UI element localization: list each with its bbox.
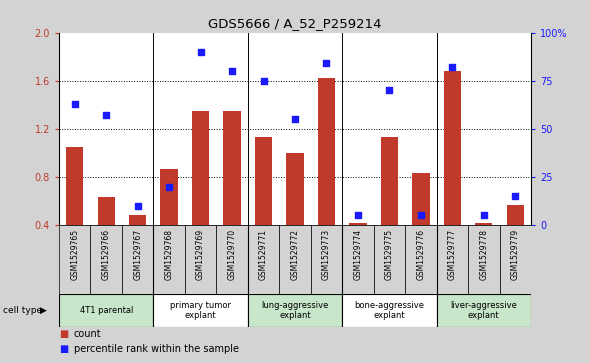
Bar bbox=[59, 294, 153, 327]
Text: ■: ■ bbox=[59, 329, 68, 339]
Point bbox=[510, 193, 520, 199]
Point bbox=[290, 116, 300, 122]
Point bbox=[416, 213, 425, 219]
Point bbox=[70, 101, 80, 107]
Bar bbox=[507, 205, 524, 225]
Bar bbox=[122, 225, 153, 294]
Bar bbox=[248, 294, 342, 327]
Point bbox=[133, 203, 142, 209]
Point bbox=[259, 78, 268, 84]
Bar bbox=[59, 225, 90, 294]
Bar bbox=[286, 153, 304, 225]
Text: ■: ■ bbox=[59, 344, 68, 354]
Bar bbox=[468, 225, 500, 294]
Bar bbox=[318, 78, 335, 225]
Bar bbox=[153, 225, 185, 294]
Text: liver-aggressive
explant: liver-aggressive explant bbox=[450, 301, 517, 320]
Bar bbox=[66, 147, 83, 225]
Bar bbox=[381, 137, 398, 225]
Text: GSM1529778: GSM1529778 bbox=[479, 229, 489, 280]
Point bbox=[101, 113, 111, 118]
Text: percentile rank within the sample: percentile rank within the sample bbox=[74, 344, 239, 354]
Bar bbox=[342, 294, 437, 327]
Bar bbox=[255, 137, 272, 225]
Bar bbox=[500, 225, 531, 294]
Point bbox=[196, 49, 205, 55]
Text: ▶: ▶ bbox=[40, 306, 47, 315]
Bar bbox=[129, 216, 146, 225]
Bar bbox=[97, 197, 115, 225]
Bar bbox=[437, 294, 531, 327]
Text: GSM1529770: GSM1529770 bbox=[228, 229, 237, 280]
Text: GSM1529774: GSM1529774 bbox=[353, 229, 362, 280]
Bar bbox=[475, 223, 493, 225]
Point bbox=[448, 64, 457, 70]
Bar bbox=[405, 225, 437, 294]
Point bbox=[353, 213, 363, 219]
Bar bbox=[373, 225, 405, 294]
Bar bbox=[217, 225, 248, 294]
Text: lung-aggressive
explant: lung-aggressive explant bbox=[261, 301, 329, 320]
Text: GSM1529773: GSM1529773 bbox=[322, 229, 331, 280]
Text: GSM1529766: GSM1529766 bbox=[101, 229, 111, 280]
Text: GSM1529777: GSM1529777 bbox=[448, 229, 457, 280]
Bar bbox=[342, 225, 373, 294]
Text: cell type: cell type bbox=[3, 306, 42, 315]
Bar bbox=[437, 225, 468, 294]
Point bbox=[322, 61, 331, 66]
Text: GSM1529772: GSM1529772 bbox=[290, 229, 300, 280]
Bar bbox=[153, 294, 248, 327]
Bar bbox=[160, 168, 178, 225]
Point bbox=[385, 87, 394, 93]
Text: 4T1 parental: 4T1 parental bbox=[80, 306, 133, 315]
Bar bbox=[444, 71, 461, 225]
Point bbox=[479, 213, 489, 219]
Text: GSM1529779: GSM1529779 bbox=[511, 229, 520, 280]
Text: count: count bbox=[74, 329, 101, 339]
Text: GSM1529776: GSM1529776 bbox=[417, 229, 425, 280]
Bar bbox=[248, 225, 279, 294]
Text: GSM1529765: GSM1529765 bbox=[70, 229, 79, 280]
Bar bbox=[192, 111, 209, 225]
Bar bbox=[412, 174, 430, 225]
Text: primary tumor
explant: primary tumor explant bbox=[170, 301, 231, 320]
Point bbox=[165, 184, 174, 189]
Bar bbox=[279, 225, 311, 294]
Text: GSM1529769: GSM1529769 bbox=[196, 229, 205, 280]
Bar bbox=[349, 223, 366, 225]
Bar bbox=[224, 111, 241, 225]
Bar bbox=[185, 225, 217, 294]
Text: GSM1529768: GSM1529768 bbox=[165, 229, 173, 280]
Bar bbox=[90, 225, 122, 294]
Text: GSM1529767: GSM1529767 bbox=[133, 229, 142, 280]
Text: GSM1529771: GSM1529771 bbox=[259, 229, 268, 280]
Bar bbox=[311, 225, 342, 294]
Title: GDS5666 / A_52_P259214: GDS5666 / A_52_P259214 bbox=[208, 17, 382, 30]
Text: GSM1529775: GSM1529775 bbox=[385, 229, 394, 280]
Text: bone-aggressive
explant: bone-aggressive explant bbox=[355, 301, 424, 320]
Point bbox=[227, 68, 237, 74]
